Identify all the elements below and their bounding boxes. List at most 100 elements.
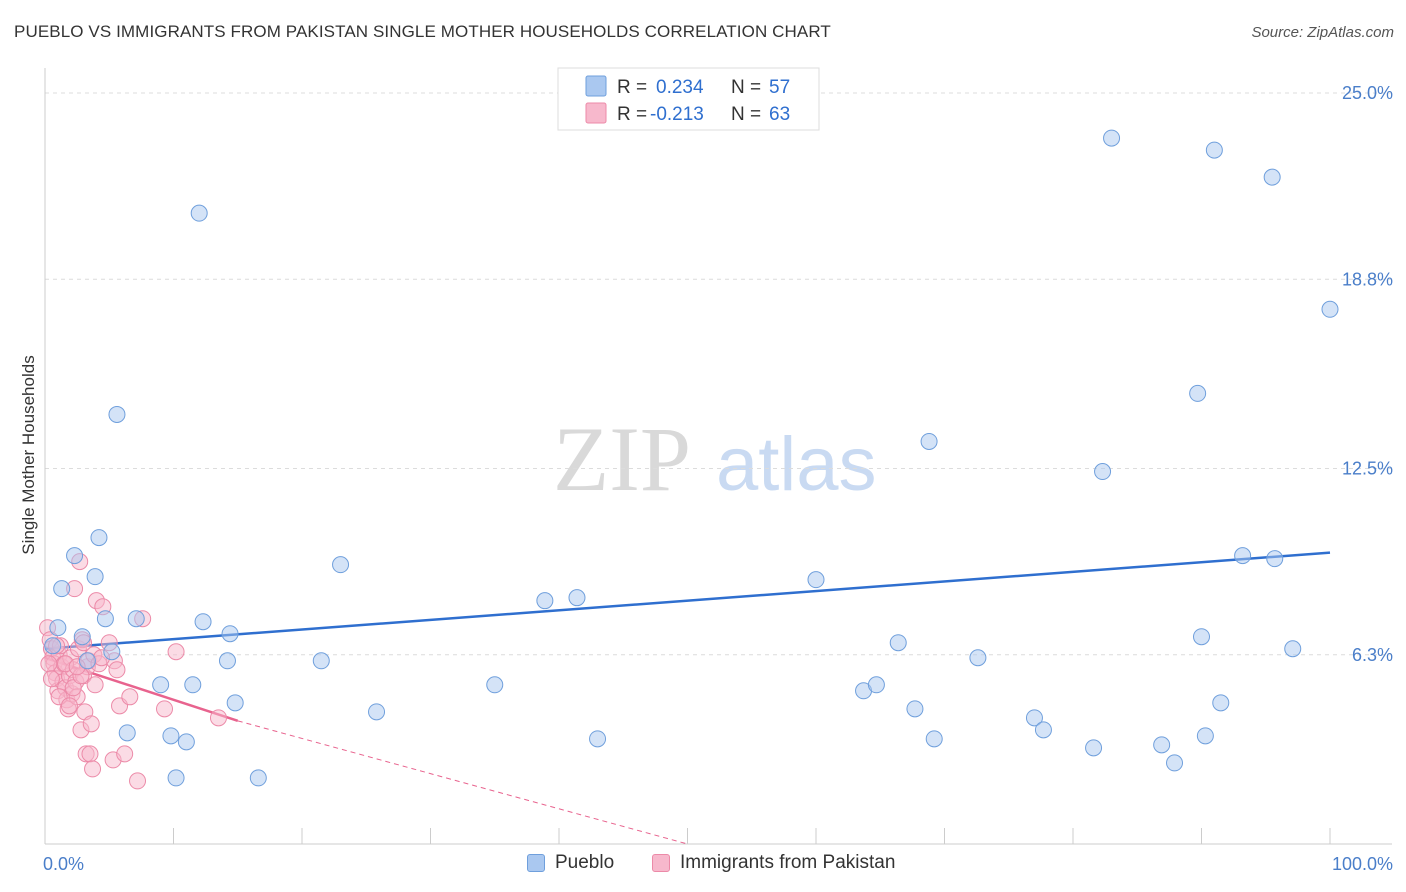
pueblo-point: [368, 703, 386, 721]
watermark-zip: ZIP: [553, 408, 691, 510]
pueblo-point: [177, 733, 195, 751]
pueblo-point: [53, 580, 71, 598]
pueblo-point: [486, 676, 504, 694]
bottom-legend-pakistan-label: Immigrants from Pakistan: [680, 852, 896, 873]
pueblo-points: [44, 84, 1339, 787]
pueblo-point: [568, 589, 586, 607]
pakistan-point: [81, 745, 99, 763]
watermark-atlas: atlas: [716, 422, 877, 507]
pakistan-point: [40, 655, 58, 673]
pueblo-point: [162, 727, 180, 745]
legend-pueblo-swatch: [585, 75, 607, 97]
pueblo-point: [78, 652, 96, 670]
source-label: Source: ZipAtlas.com: [1251, 24, 1394, 41]
pueblo-point: [1034, 721, 1052, 739]
pueblo-point: [221, 625, 239, 643]
pueblo-point: [589, 730, 607, 748]
legend-box: R = 0.234 N = 57 R = -0.213 N = 63: [557, 67, 820, 131]
pueblo-point: [152, 676, 170, 694]
pueblo-point: [49, 619, 67, 637]
legend-pueblo-n-value: 57: [769, 77, 790, 98]
pueblo-point: [1266, 550, 1284, 568]
pueblo-point: [920, 432, 938, 450]
pueblo-point: [1321, 300, 1339, 318]
y-tick-label: 18.8%: [1342, 269, 1393, 289]
pueblo-point: [66, 547, 84, 565]
pueblo-point: [1263, 168, 1281, 186]
pakistan-point: [64, 679, 82, 697]
pueblo-trend-line: [44, 551, 1331, 650]
pueblo-point: [1193, 628, 1210, 646]
pueblo-point: [536, 592, 554, 610]
pueblo-point: [194, 613, 212, 631]
pakistan-point: [116, 745, 134, 763]
pueblo-point: [44, 637, 62, 655]
pueblo-point: [167, 769, 185, 787]
y-tick-label: 6.3%: [1352, 645, 1393, 665]
legend-pueblo-r-value: 0.234: [656, 77, 704, 98]
pakistan-point: [121, 688, 139, 706]
x-tick-label-end: 100.0%: [1332, 854, 1393, 874]
legend-pakistan-r-value: -0.213: [650, 104, 704, 125]
pueblo-point: [184, 676, 202, 694]
pueblo-point: [103, 643, 121, 661]
pueblo-point: [969, 649, 987, 667]
pueblo-point: [925, 730, 943, 748]
pueblo-point: [127, 610, 145, 628]
pueblo-point: [1166, 754, 1184, 772]
chart-title: PUEBLO VS IMMIGRANTS FROM PAKISTAN SINGL…: [14, 22, 831, 41]
bottom-legend-pueblo-swatch: [527, 854, 545, 872]
y-tick-label: 25.0%: [1342, 83, 1393, 103]
pueblo-point: [226, 694, 244, 712]
legend-pueblo-r-label: R =: [617, 77, 647, 98]
pueblo-point: [73, 628, 91, 646]
pakistan-point: [82, 715, 100, 733]
pueblo-point: [1205, 141, 1223, 159]
pueblo-point: [906, 700, 924, 718]
pueblo-point: [312, 652, 330, 670]
grid-lines: [45, 92, 1392, 656]
pueblo-point: [218, 652, 236, 670]
pueblo-point: [889, 634, 907, 652]
x-tick-labels: 0.0% 100.0%: [43, 854, 1393, 874]
legend-pakistan-n-value: 63: [769, 104, 790, 125]
pueblo-point: [1085, 739, 1103, 757]
pakistan-point: [209, 709, 227, 727]
pueblo-point: [118, 724, 136, 742]
pueblo-point: [807, 571, 825, 589]
pueblo-point: [90, 529, 108, 547]
pakistan-point: [156, 700, 174, 718]
pakistan-point: [42, 670, 60, 688]
y-axis-label: Single Mother Households: [19, 355, 38, 554]
pueblo-point: [1284, 640, 1302, 658]
pakistan-point: [167, 643, 185, 661]
pakistan-point: [129, 772, 147, 790]
pueblo-point: [867, 676, 885, 694]
legend-pakistan-r-label: R =: [617, 104, 647, 125]
legend-pakistan-swatch: [585, 102, 607, 124]
legend-pakistan-n-label: N =: [731, 104, 761, 125]
pakistan-point: [84, 760, 102, 778]
pueblo-point: [1103, 129, 1121, 147]
pueblo-point: [1212, 694, 1230, 712]
pakistan-trend-extension: [237, 720, 688, 845]
pueblo-point: [249, 769, 267, 787]
bottom-legend: Pueblo Immigrants from Pakistan: [0, 852, 1406, 878]
bottom-legend-pakistan-swatch: [652, 854, 670, 872]
pueblo-point: [96, 610, 114, 628]
bottom-legend-pueblo: Pueblo: [527, 852, 614, 874]
x-tick-label-start: 0.0%: [43, 854, 84, 874]
pueblo-point: [1234, 547, 1252, 565]
pakistan-point: [86, 676, 104, 694]
pueblo-point: [332, 556, 350, 574]
pakistan-point: [60, 697, 78, 715]
pueblo-point: [1153, 736, 1171, 754]
pueblo-point: [1094, 463, 1112, 481]
y-tick-labels: 6.3% 12.5% 18.8% 25.0%: [1342, 83, 1393, 665]
pueblo-point: [86, 568, 104, 586]
bottom-legend-pakistan: Immigrants from Pakistan: [652, 852, 895, 874]
pakistan-point: [108, 661, 126, 679]
pueblo-point: [1025, 709, 1043, 727]
pueblo-point: [1189, 384, 1207, 402]
